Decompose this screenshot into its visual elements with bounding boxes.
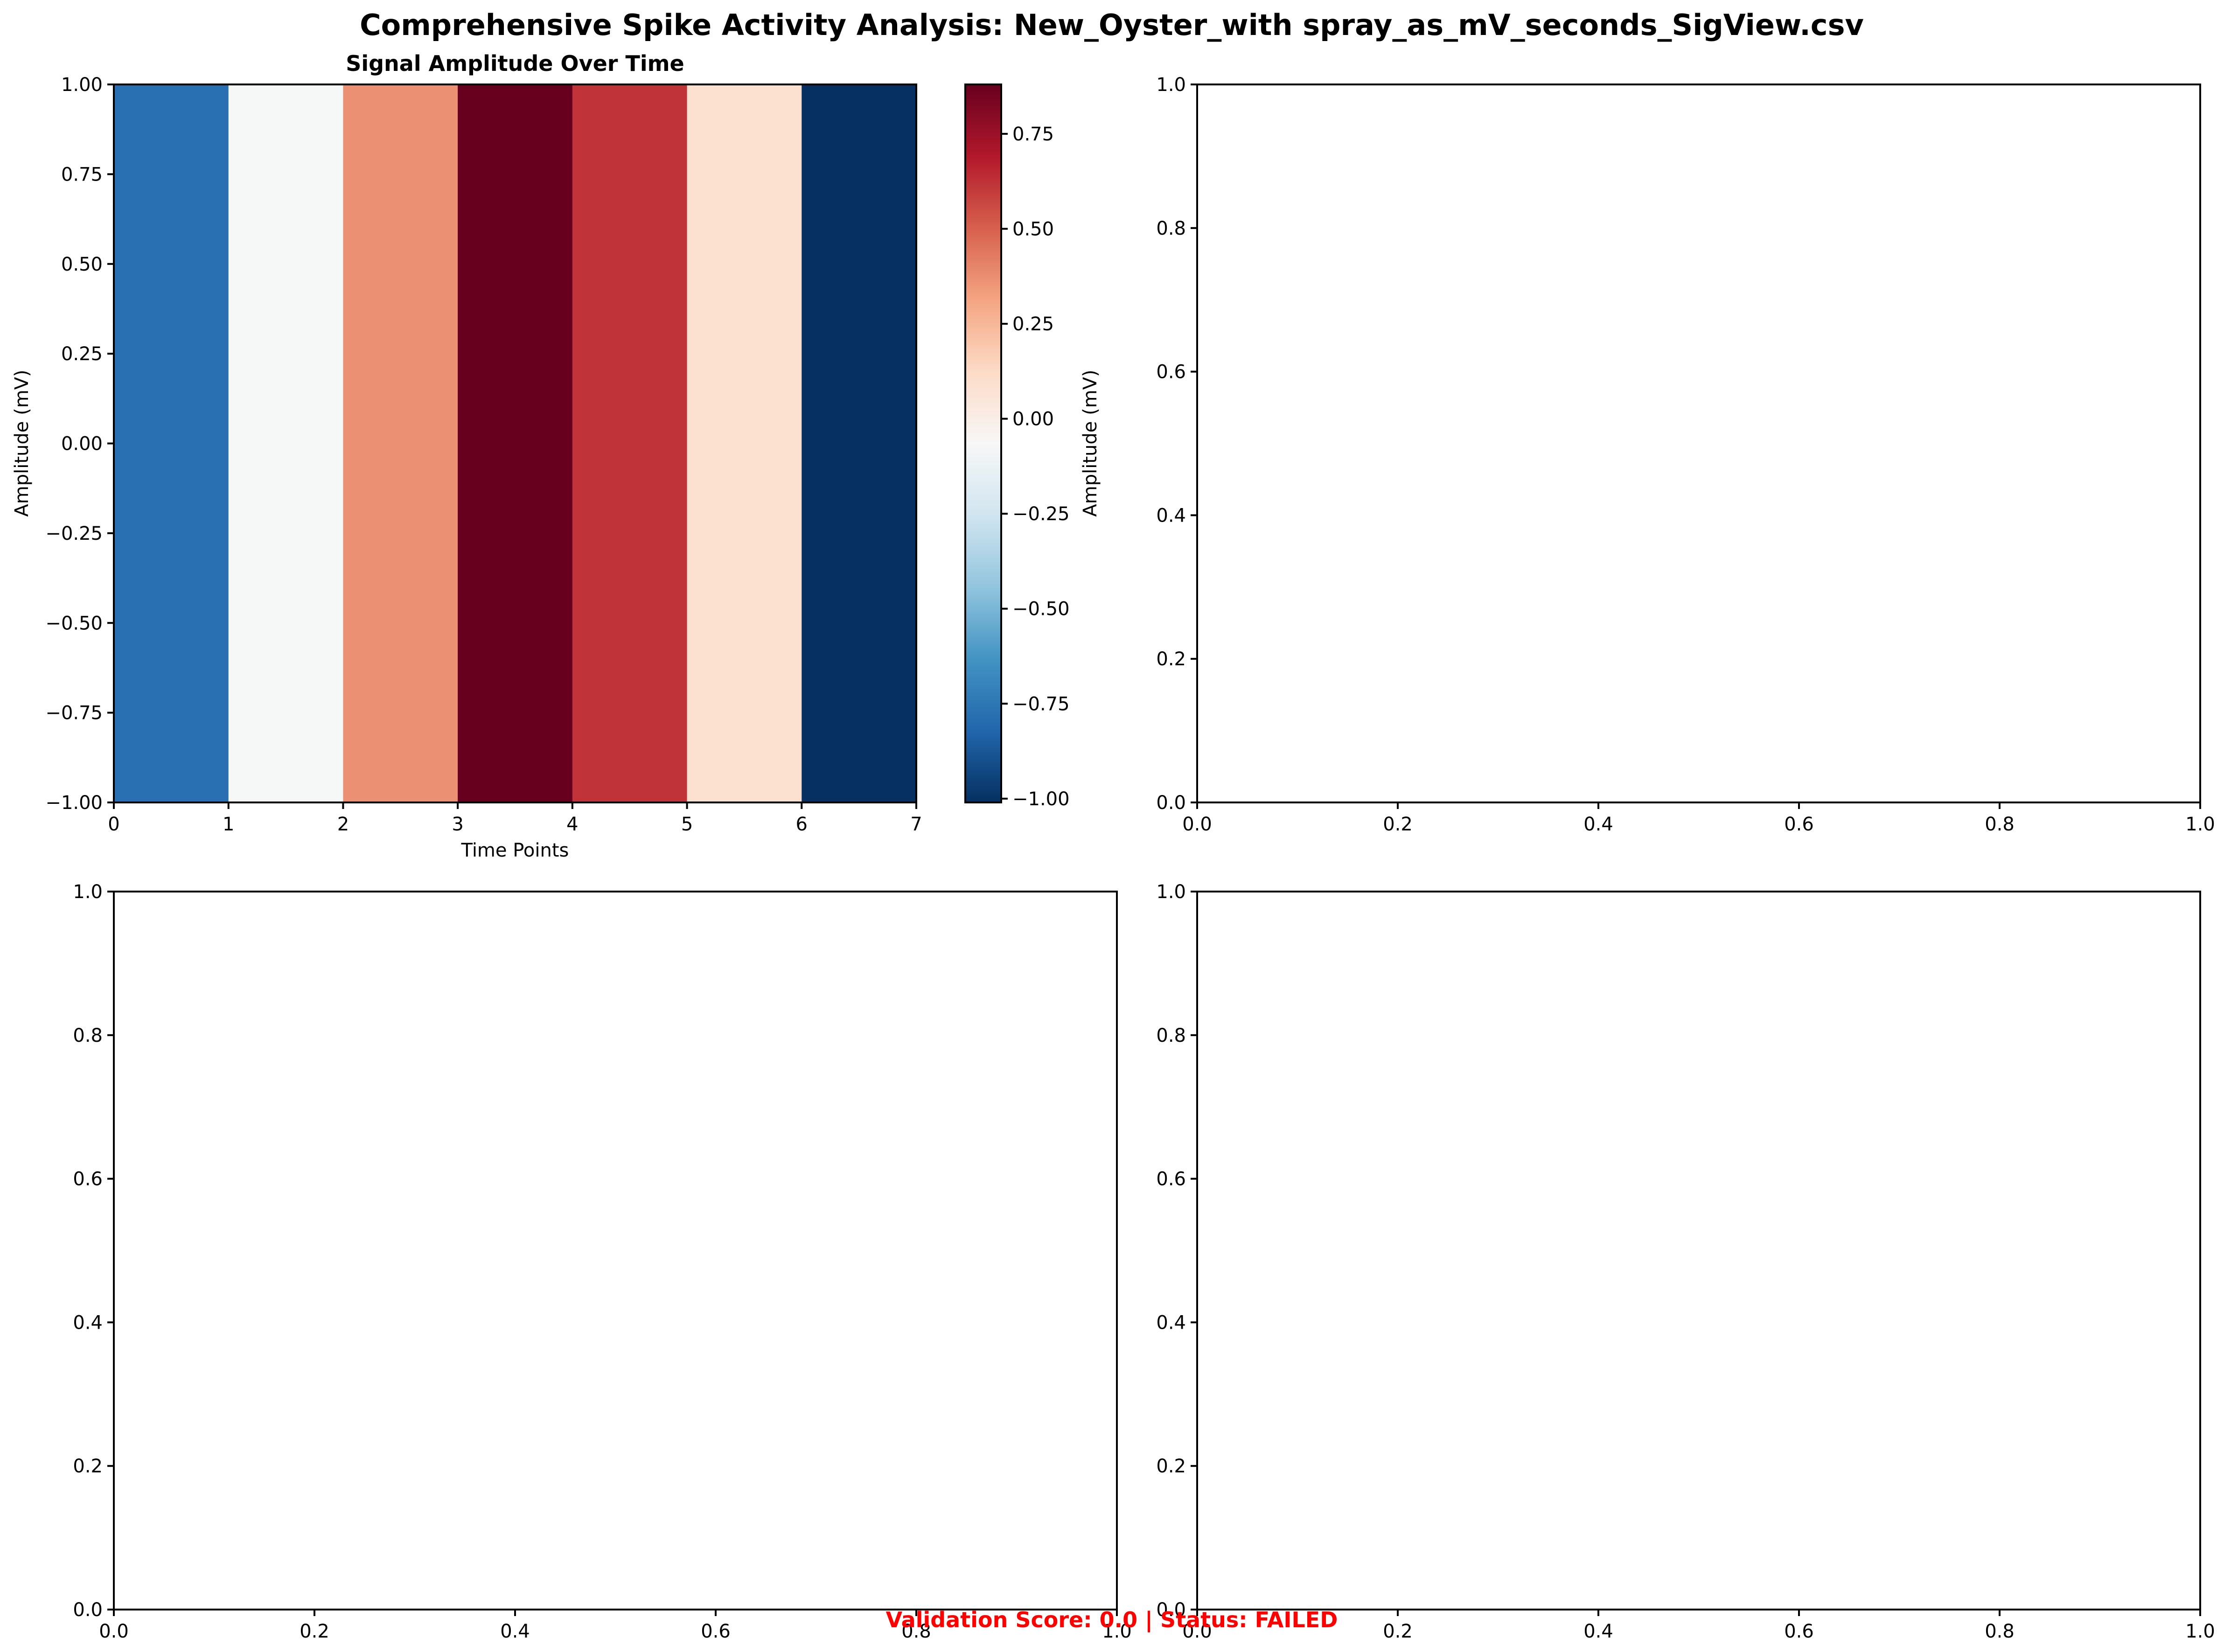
heatmap-cell — [228, 84, 344, 802]
heatmap-y-tick-label: 0.75 — [61, 164, 103, 185]
heatmap-y-tick-label: −0.75 — [45, 703, 103, 724]
colorbar: −1.00 −0.75 −0.50 −0.25 0.00 0.25 0.50 0.75 Amp… — [964, 84, 1101, 810]
bottom-right-x-tick-label: 0.0 — [1182, 1621, 1212, 1642]
bottom-left-axes-frame — [113, 891, 1118, 1610]
heatmap-cell — [114, 84, 229, 802]
empty-panel-bottom-left: 0.0 0.2 0.4 0.6 0.8 1.0 0.0 0.2 0.4 0.6 0.8 1.0 — [73, 881, 1131, 1642]
heatmap-x-tick-label: 4 — [566, 814, 578, 835]
bottom-right-x-tick-label: 1.0 — [2185, 1621, 2215, 1642]
bottom-right-y-tick-label: 0.6 — [1156, 1169, 1186, 1190]
figure-title: Comprehensive Spike Activity Analysis: N… — [360, 8, 1864, 42]
bottom-right-x-tick-label: 0.6 — [1784, 1621, 1814, 1642]
bottom-right-x-tick-label: 0.2 — [1383, 1621, 1413, 1642]
heatmap-title: Signal Amplitude Over Time — [346, 51, 684, 76]
colorbar-gradient — [965, 84, 1001, 802]
heatmap-y-ticks: −1.00 −0.75 −0.50 −0.25 0.00 0.25 0.50 0.75 1.00 — [45, 74, 114, 814]
heatmap-x-label: Time Points — [461, 840, 569, 861]
validation-status-footer: Validation Score: 0.0 | Status: FAILED — [886, 1607, 1338, 1633]
heatmap-cell — [572, 84, 688, 802]
heatmap-y-tick-label: 0.25 — [61, 343, 103, 365]
bottom-right-y-tick-label: 0.4 — [1156, 1312, 1186, 1333]
heatmap-y-label: Amplitude (mV) — [11, 369, 33, 516]
top-right-axes-frame — [1196, 84, 2201, 803]
heatmap-y-tick-label: 0.50 — [61, 254, 103, 275]
bottom-left-x-tick-label: 0.0 — [99, 1621, 129, 1642]
bottom-left-y-tick-label: 0.6 — [73, 1169, 103, 1190]
bottom-right-y-tick-label: 0.0 — [1156, 1599, 1186, 1621]
heatmap-x-tick-label: 6 — [796, 814, 808, 835]
colorbar-tick-label: −0.50 — [1012, 599, 1070, 620]
top-right-x-tick-label: 0.2 — [1383, 814, 1413, 835]
top-right-x-tick-label: 1.0 — [2185, 814, 2215, 835]
bottom-left-x-tick-label: 0.4 — [500, 1621, 530, 1642]
colorbar-tick-label: 0.50 — [1012, 218, 1054, 240]
bottom-left-y-tick-label: 1.0 — [73, 881, 103, 903]
heatmap-cell — [458, 84, 573, 802]
bottom-left-y-tick-label: 0.4 — [73, 1312, 103, 1333]
empty-panel-top-right: 0.0 0.2 0.4 0.6 0.8 1.0 0.0 0.2 0.4 0.6 0.8 1.0 — [1156, 74, 2215, 835]
heatmap-y-tick-label: −1.00 — [45, 792, 103, 814]
bottom-right-y-tick-label: 1.0 — [1156, 881, 1186, 903]
colorbar-tick-label: 0.25 — [1012, 314, 1054, 335]
top-right-y-tick-label: 0.6 — [1156, 362, 1186, 383]
bottom-right-y-tick-label: 0.8 — [1156, 1025, 1186, 1046]
heatmap-x-tick-label: 1 — [223, 814, 234, 835]
top-right-y-tick-label: 0.4 — [1156, 505, 1186, 526]
heatmap-y-tick-label: 1.00 — [61, 74, 103, 96]
heatmap-cells — [114, 84, 917, 802]
top-right-x-tick-label: 0.0 — [1182, 814, 1212, 835]
top-right-x-tick-label: 0.8 — [1985, 814, 2015, 835]
top-right-y-tick-label: 0.2 — [1156, 648, 1186, 670]
heatmap-y-tick-label: −0.50 — [45, 613, 103, 634]
colorbar-tick-label: 0.75 — [1012, 124, 1054, 145]
colorbar-tick-label: −0.25 — [1012, 503, 1070, 525]
colorbar-tick-label: −1.00 — [1012, 788, 1070, 810]
top-right-x-tick-label: 0.6 — [1784, 814, 1814, 835]
bottom-right-x-tick-label: 0.8 — [1985, 1621, 2015, 1642]
top-right-y-tick-label: 0.0 — [1156, 792, 1186, 814]
heatmap-x-tick-label: 2 — [337, 814, 349, 835]
bottom-right-axes-frame — [1196, 891, 2201, 1610]
top-right-y-tick-label: 1.0 — [1156, 74, 1186, 96]
colorbar-tick-label: 0.00 — [1012, 409, 1054, 430]
bottom-left-y-tick-label: 0.2 — [73, 1456, 103, 1477]
bottom-left-x-tick-label: 0.6 — [701, 1621, 731, 1642]
top-right-x-tick-label: 0.4 — [1583, 814, 1613, 835]
bottom-left-y-tick-label: 0.8 — [73, 1025, 103, 1046]
top-right-y-tick-label: 0.8 — [1156, 218, 1186, 239]
bottom-left-x-tick-label: 0.8 — [901, 1621, 931, 1642]
heatmap-x-tick-label: 3 — [452, 814, 463, 835]
bottom-left-y-tick-label: 0.0 — [73, 1599, 103, 1621]
heatmap-x-tick-label: 7 — [910, 814, 922, 835]
colorbar-ticks: −1.00 −0.75 −0.50 −0.25 0.00 0.25 0.50 0.75 — [1001, 124, 1070, 810]
heatmap-x-tick-label: 5 — [681, 814, 693, 835]
heatmap-cell — [802, 84, 917, 802]
empty-panel-bottom-right: 0.0 0.2 0.4 0.6 0.8 1.0 0.0 0.2 0.4 0.6 0.8 1.0 — [1156, 881, 2215, 1642]
heatmap-x-tick-label: 0 — [108, 814, 119, 835]
heatmap-y-tick-label: −0.25 — [45, 523, 103, 544]
bottom-left-x-tick-label: 1.0 — [1102, 1621, 1132, 1642]
bottom-left-x-tick-label: 0.2 — [300, 1621, 329, 1642]
heatmap-x-ticks: 0 1 2 3 4 5 6 7 — [108, 802, 922, 835]
bottom-right-x-tick-label: 0.4 — [1583, 1621, 1613, 1642]
colorbar-tick-label: −0.75 — [1012, 693, 1070, 715]
heatmap-cell — [343, 84, 458, 802]
heatmap-cell — [687, 84, 802, 802]
bottom-right-y-tick-label: 0.2 — [1156, 1456, 1186, 1477]
amplitude-heatmap-panel: Signal Amplitude Over Time 0 1 2 3 4 5 6 7 −1.0… — [11, 51, 922, 861]
colorbar-label: Amplitude (mV) — [1080, 369, 1101, 516]
heatmap-y-tick-label: 0.00 — [61, 433, 103, 455]
colorbar-frame — [964, 84, 1002, 803]
